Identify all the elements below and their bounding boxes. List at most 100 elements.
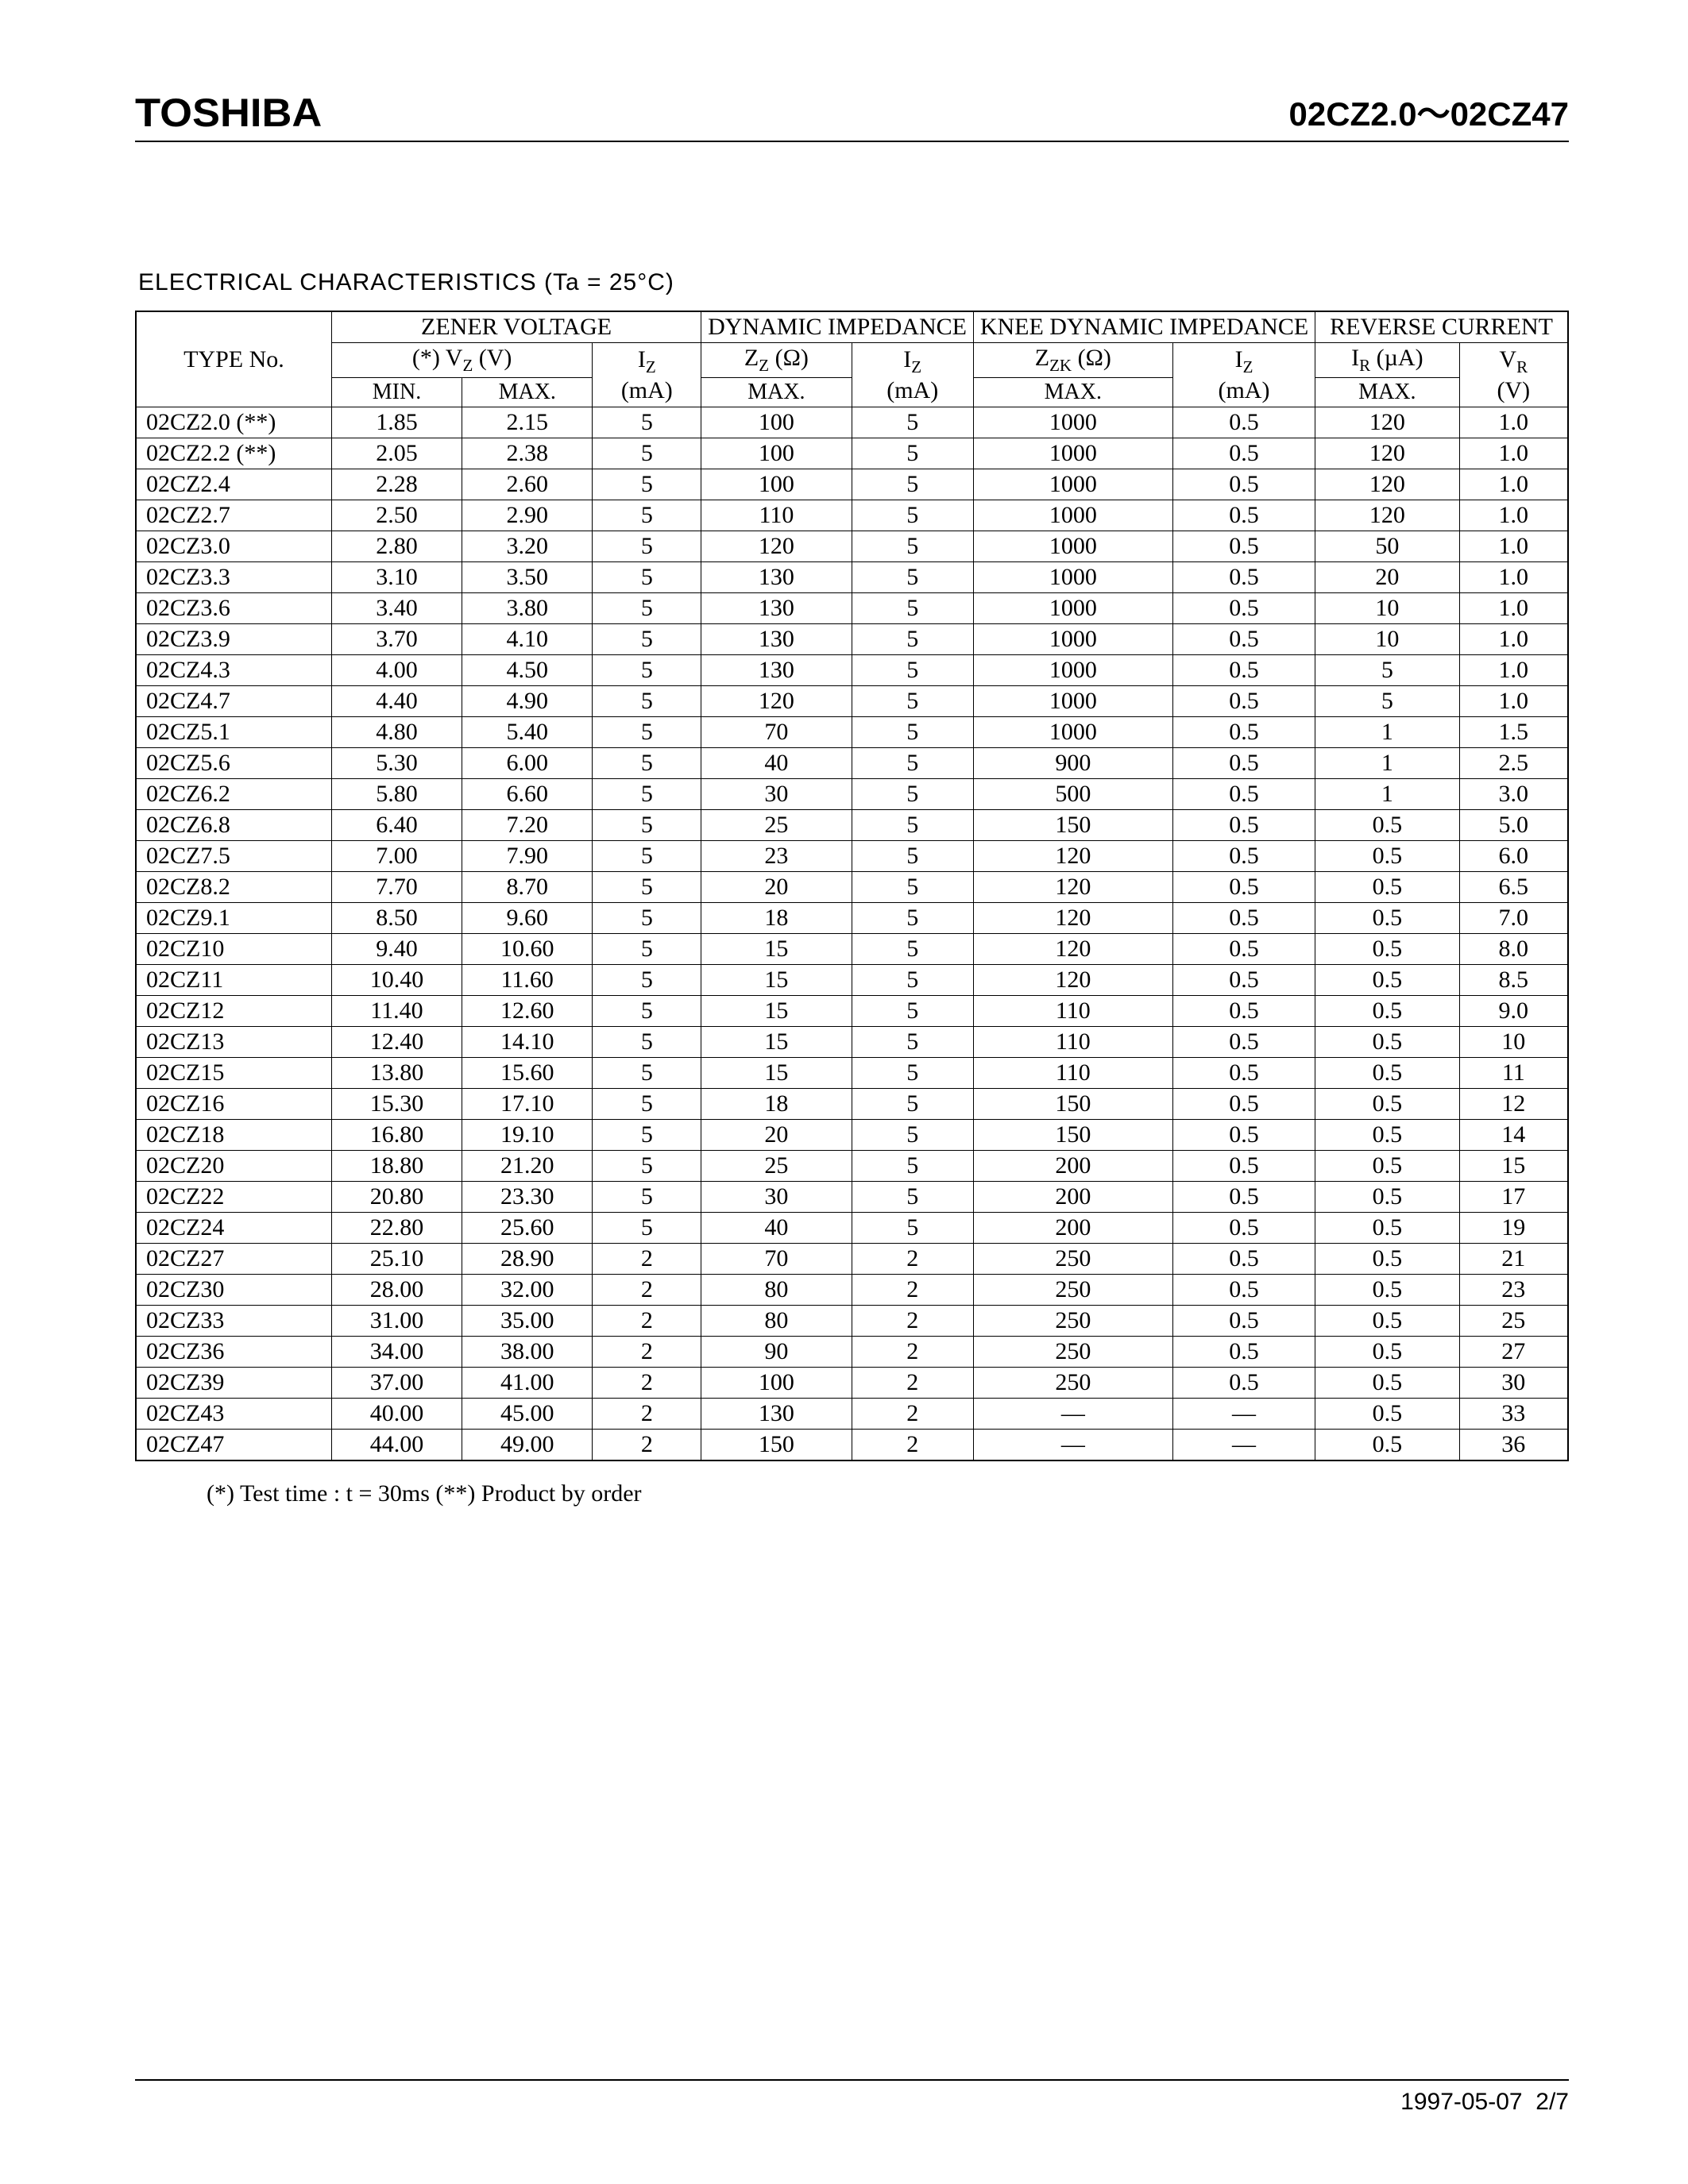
- table-cell: 0.5: [1315, 1027, 1459, 1058]
- table-cell: 5: [852, 655, 973, 686]
- table-cell: 6.40: [331, 810, 462, 841]
- table-cell: 150: [973, 1089, 1172, 1120]
- col-reverse: REVERSE CURRENT: [1315, 311, 1568, 343]
- table-cell: 1.85: [331, 407, 462, 438]
- table-cell: 15: [1459, 1151, 1568, 1182]
- table-row: 02CZ3937.0041.00210022500.50.530: [136, 1368, 1568, 1399]
- table-cell: 23: [1459, 1275, 1568, 1306]
- table-cell: 4.90: [462, 686, 593, 717]
- footnote: (*) Test time : t = 30ms (**) Product by…: [207, 1480, 1569, 1507]
- table-cell: 40: [701, 1213, 852, 1244]
- table-cell: 6.00: [462, 748, 593, 779]
- table-cell: 5: [852, 810, 973, 841]
- table-cell: 5: [852, 779, 973, 810]
- table-cell: 23: [701, 841, 852, 872]
- table-cell: 36: [1459, 1430, 1568, 1461]
- table-cell: 30: [701, 779, 852, 810]
- table-cell: 5: [593, 996, 701, 1027]
- table-cell: 0.5: [1172, 1244, 1315, 1275]
- table-cell: 0.5: [1172, 562, 1315, 593]
- table-cell: 0.5: [1172, 965, 1315, 996]
- table-cell: 4.40: [331, 686, 462, 717]
- table-cell: 110: [973, 1058, 1172, 1089]
- table-cell: 5: [593, 779, 701, 810]
- table-row: 02CZ4340.0045.0021302——0.533: [136, 1399, 1568, 1430]
- table-cell: 2.38: [462, 438, 593, 469]
- table-cell: 02CZ3.6: [136, 593, 331, 624]
- table-cell: 250: [973, 1244, 1172, 1275]
- table-cell: 02CZ6.2: [136, 779, 331, 810]
- table-cell: 5: [593, 562, 701, 593]
- col-zzk: ZZK (Ω): [973, 343, 1172, 378]
- table-cell: 80: [701, 1306, 852, 1337]
- table-cell: 5: [593, 872, 701, 903]
- table-cell: 0.5: [1172, 686, 1315, 717]
- table-cell: 5: [593, 686, 701, 717]
- table-row: 02CZ4.74.404.905120510000.551.0: [136, 686, 1568, 717]
- table-cell: 5: [852, 624, 973, 655]
- table-cell: 2.90: [462, 500, 593, 531]
- table-cell: 1: [1315, 748, 1459, 779]
- table-cell: 5: [852, 500, 973, 531]
- col-iz1: IZ(mA): [593, 343, 701, 407]
- table-cell: 120: [973, 841, 1172, 872]
- table-cell: 15: [701, 1058, 852, 1089]
- table-cell: 5: [593, 593, 701, 624]
- table-cell: 5: [1315, 686, 1459, 717]
- table-cell: 15: [701, 996, 852, 1027]
- table-cell: 2.05: [331, 438, 462, 469]
- table-cell: 8.70: [462, 872, 593, 903]
- table-row: 02CZ3331.0035.0028022500.50.525: [136, 1306, 1568, 1337]
- table-cell: 11: [1459, 1058, 1568, 1089]
- table-cell: 21: [1459, 1244, 1568, 1275]
- table-cell: 18: [701, 1089, 852, 1120]
- table-cell: 3.10: [331, 562, 462, 593]
- table-row: 02CZ7.57.007.9052351200.50.56.0: [136, 841, 1568, 872]
- table-cell: 5: [852, 407, 973, 438]
- table-cell: 3.20: [462, 531, 593, 562]
- table-cell: 15.60: [462, 1058, 593, 1089]
- table-cell: 15.30: [331, 1089, 462, 1120]
- table-cell: 2.80: [331, 531, 462, 562]
- col-typeno: TYPE No.: [136, 311, 331, 407]
- table-cell: 250: [973, 1275, 1172, 1306]
- table-cell: 0.5: [1315, 1089, 1459, 1120]
- table-cell: 35.00: [462, 1306, 593, 1337]
- table-cell: 1.0: [1459, 500, 1568, 531]
- table-cell: 5: [852, 1058, 973, 1089]
- table-row: 02CZ2.0 (**)1.852.155100510000.51201.0: [136, 407, 1568, 438]
- table-cell: 0.5: [1315, 1058, 1459, 1089]
- table-cell: 31.00: [331, 1306, 462, 1337]
- table-row: 02CZ2.2 (**)2.052.385100510000.51201.0: [136, 438, 1568, 469]
- table-cell: 1.0: [1459, 438, 1568, 469]
- table-cell: 3.40: [331, 593, 462, 624]
- table-cell: 1.0: [1459, 686, 1568, 717]
- table-cell: 5: [852, 841, 973, 872]
- table-cell: 100: [701, 469, 852, 500]
- table-cell: 2: [593, 1337, 701, 1368]
- table-cell: 5: [852, 686, 973, 717]
- table-cell: 5: [852, 872, 973, 903]
- table-cell: 2.15: [462, 407, 593, 438]
- table-cell: 150: [973, 1120, 1172, 1151]
- table-cell: 8.5: [1459, 965, 1568, 996]
- table-row: 02CZ1513.8015.6051551100.50.511: [136, 1058, 1568, 1089]
- table-cell: 5: [593, 1213, 701, 1244]
- table-cell: 0.5: [1172, 500, 1315, 531]
- table-cell: 1000: [973, 407, 1172, 438]
- table-cell: 0.5: [1172, 1058, 1315, 1089]
- col-zener: ZENER VOLTAGE: [331, 311, 701, 343]
- part-range: 02CZ2.0～02CZ47: [1288, 87, 1569, 136]
- table-cell: 1.0: [1459, 624, 1568, 655]
- table-cell: 0.5: [1315, 1182, 1459, 1213]
- table-cell: 30: [701, 1182, 852, 1213]
- table-cell: 02CZ43: [136, 1399, 331, 1430]
- table-cell: 5: [852, 1213, 973, 1244]
- table-cell: 0.5: [1172, 407, 1315, 438]
- table-cell: 150: [973, 810, 1172, 841]
- table-cell: 15: [701, 1027, 852, 1058]
- table-cell: 2: [593, 1430, 701, 1461]
- col-zz: ZZ (Ω): [701, 343, 852, 378]
- table-cell: 10: [1315, 624, 1459, 655]
- table-cell: 02CZ16: [136, 1089, 331, 1120]
